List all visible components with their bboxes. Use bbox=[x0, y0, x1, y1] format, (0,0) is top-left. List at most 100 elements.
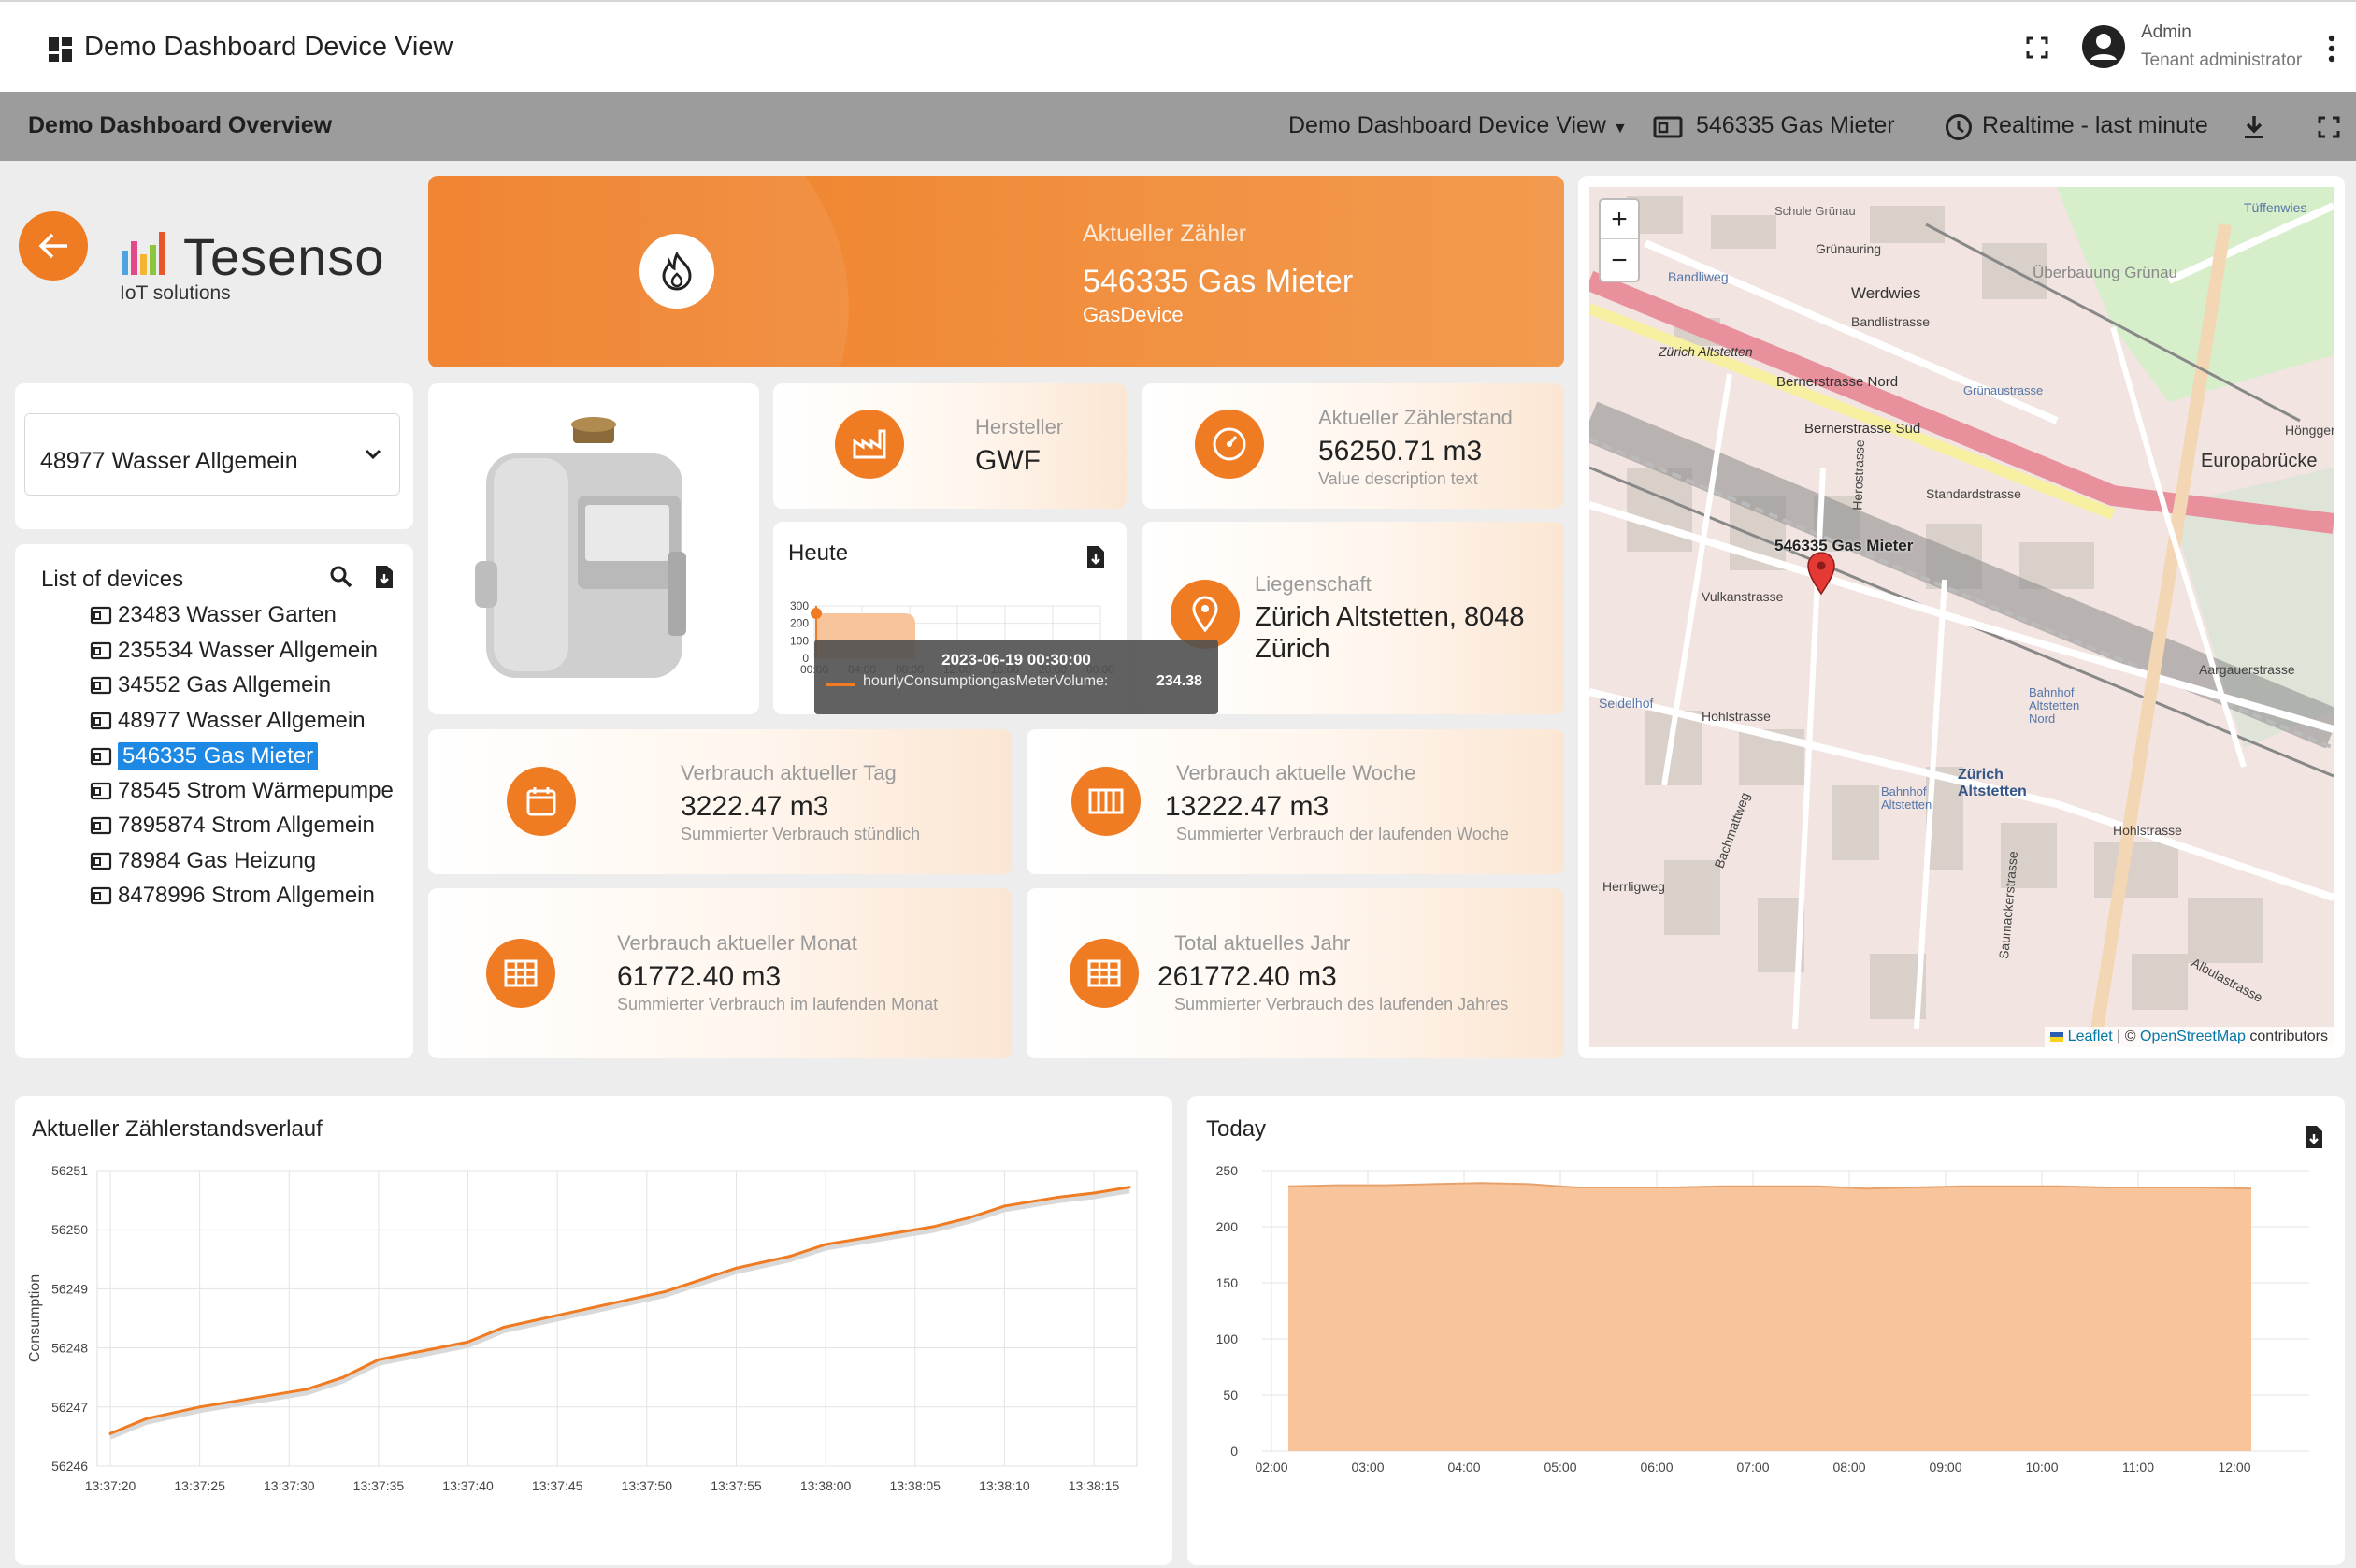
y-tick-label: 150 bbox=[1216, 1275, 1239, 1290]
export-today-icon[interactable] bbox=[2304, 1124, 2324, 1150]
search-icon[interactable] bbox=[329, 565, 353, 589]
device-icon bbox=[90, 747, 112, 766]
x-tick-label: 13:37:55 bbox=[711, 1478, 762, 1493]
device-icon bbox=[90, 782, 112, 799]
year-consumption-card: Total aktuelles Jahr 261772.40 m3 Summie… bbox=[1027, 888, 1564, 1058]
week-consumption-card: Verbrauch aktuelle Woche 13222.47 m3 Sum… bbox=[1027, 729, 1564, 874]
download-icon[interactable] bbox=[2242, 114, 2266, 140]
street-label: Standardstrasse bbox=[1926, 486, 2021, 501]
zoom-control: + − bbox=[1599, 198, 1640, 282]
week-view-icon bbox=[1071, 767, 1141, 836]
clock-icon bbox=[1946, 114, 1972, 140]
osm-link[interactable]: OpenStreetMap bbox=[2140, 1029, 2246, 1044]
series-line bbox=[109, 1186, 1130, 1435]
x-tick-label: 13:37:40 bbox=[442, 1478, 494, 1493]
device-list-item-label: 8478996 Strom Allgemein bbox=[118, 883, 375, 908]
today-area-chart[interactable]: 250 200 150 100 50 0 02:00 03:00 04:00 05:00 06:00… bbox=[1187, 1152, 2345, 1563]
device-list-item-label: 78545 Strom Wärmepumpe bbox=[118, 777, 394, 803]
device-list-item[interactable]: 78545 Strom Wärmepumpe bbox=[90, 778, 394, 804]
tooltip-legend-swatch bbox=[826, 683, 855, 686]
entity-alias[interactable]: 546335 Gas Mieter bbox=[1696, 112, 1895, 138]
export-icon[interactable] bbox=[374, 564, 395, 590]
device-list-item[interactable]: 48977 Wasser Allgemein bbox=[90, 708, 366, 734]
x-tick-label: 13:38:00 bbox=[800, 1478, 852, 1493]
device-select[interactable]: 48977 Wasser Allgemein bbox=[24, 413, 400, 496]
map-view[interactable]: 546335 Gas Mieter Bandliweg Schule Grüna… bbox=[1589, 187, 2334, 1047]
y-tick-label: 250 bbox=[1216, 1163, 1239, 1178]
hover-point bbox=[811, 608, 822, 619]
device-list-item[interactable]: 7895874 Strom Allgemein bbox=[90, 813, 375, 839]
map-card: 546335 Gas Mieter Bandliweg Schule Grüna… bbox=[1578, 176, 2345, 1058]
data-point bbox=[430, 1347, 434, 1351]
data-point bbox=[377, 1358, 381, 1361]
current-meter-name: 546335 Gas Mieter bbox=[1083, 264, 1354, 299]
more-vert-icon[interactable] bbox=[2326, 34, 2337, 64]
street-label: Tüffenwies bbox=[2244, 200, 2307, 215]
device-list-item[interactable]: 8478996 Strom Allgemein bbox=[90, 883, 375, 909]
data-point bbox=[467, 1340, 470, 1344]
x-tick-label: 13:37:20 bbox=[85, 1478, 136, 1493]
device-list-item-label: 34552 Gas Allgemein bbox=[118, 672, 332, 698]
day-consumption-sub: Summierter Verbrauch stündlich bbox=[681, 825, 921, 843]
series-area bbox=[1288, 1183, 2251, 1451]
year-grid-icon bbox=[1070, 939, 1139, 1008]
y-tick-label: 300 bbox=[790, 599, 809, 612]
gas-meter-image bbox=[475, 417, 686, 678]
y-tick-label: 56247 bbox=[51, 1400, 88, 1415]
zoom-out-button[interactable]: − bbox=[1611, 245, 1628, 276]
tesenso-logo: Tesenso IoT solutions bbox=[120, 223, 384, 316]
user-name: Admin bbox=[2141, 22, 2191, 42]
y-tick-label: 100 bbox=[790, 634, 809, 647]
state-select-value: Demo Dashboard Device View bbox=[1288, 112, 1606, 138]
street-label: Zürich Altstetten bbox=[1659, 344, 1753, 359]
data-point bbox=[305, 1388, 309, 1391]
device-list-item-label: 235534 Wasser Allgemein bbox=[118, 637, 378, 663]
x-tick-label: 05:00 bbox=[1544, 1460, 1576, 1474]
back-button[interactable] bbox=[19, 211, 88, 281]
device-icon bbox=[90, 712, 112, 729]
month-consumption-card: Verbrauch aktueller Monat 61772.40 m3 Su… bbox=[428, 888, 1012, 1058]
year-consumption-value: 261772.40 m3 bbox=[1157, 961, 1337, 992]
y-tick-label: 56246 bbox=[51, 1459, 88, 1474]
logo-tagline: IoT solutions bbox=[120, 282, 231, 304]
x-tick-label: 13:37:25 bbox=[174, 1478, 225, 1493]
data-point bbox=[877, 1234, 881, 1238]
export-mini-icon[interactable] bbox=[1085, 544, 1106, 570]
account-icon[interactable] bbox=[2081, 24, 2126, 69]
fullscreen-toolbar-icon[interactable] bbox=[2317, 115, 2341, 139]
device-icon bbox=[90, 676, 112, 695]
x-tick-label: 13:38:15 bbox=[1069, 1478, 1120, 1493]
fullscreen-icon[interactable] bbox=[2025, 36, 2049, 60]
state-select[interactable]: Demo Dashboard Device View ▼ bbox=[1288, 112, 1628, 139]
week-consumption-label: Verbrauch aktuelle Woche bbox=[1176, 761, 1416, 784]
leaflet-link[interactable]: Leaflet bbox=[2067, 1029, 2113, 1044]
device-list-item[interactable]: 23483 Wasser Garten bbox=[90, 602, 337, 628]
device-select-value: 48977 Wasser Allgemein bbox=[40, 448, 298, 474]
street-label: Bahnhof Altstetten Nord bbox=[2029, 685, 2080, 726]
timewindow-button[interactable]: Realtime - last minute bbox=[1982, 112, 2208, 138]
manufacturer-card: Hersteller GWF bbox=[773, 383, 1127, 509]
map-marker-icon[interactable] bbox=[1807, 552, 1835, 596]
location-icon bbox=[1171, 580, 1240, 649]
flame-icon bbox=[639, 234, 714, 309]
meter-reading-card: Aktueller Zählerstand 56250.71 m3 Value … bbox=[1142, 383, 1564, 509]
data-point bbox=[931, 1225, 935, 1229]
data-point bbox=[251, 1396, 255, 1400]
zoom-in-button[interactable]: + bbox=[1601, 200, 1638, 239]
week-consumption-value: 13222.47 m3 bbox=[1165, 791, 1329, 822]
tooltip-series: hourlyConsumptiongasMeterVolume: bbox=[863, 673, 1109, 689]
meter-history-chart[interactable]: 56251 56250 56249 56248 56247 56246 13:37:20 13… bbox=[15, 1152, 1172, 1563]
device-list-item-label: 78984 Gas Heizung bbox=[118, 847, 317, 873]
street-label: Bandlistrasse bbox=[1851, 314, 1931, 329]
device-list-item[interactable]: 78984 Gas Heizung bbox=[90, 848, 316, 874]
chevron-down-icon bbox=[365, 449, 381, 460]
street-label: Europabrücke bbox=[2201, 451, 2318, 471]
data-point bbox=[610, 1302, 613, 1305]
data-point bbox=[698, 1278, 702, 1282]
device-list-item[interactable]: 546335 Gas Mieter bbox=[90, 742, 319, 770]
day-consumption-value: 3222.47 m3 bbox=[681, 791, 829, 822]
data-point bbox=[967, 1216, 970, 1220]
y-tick-label: 56249 bbox=[51, 1281, 88, 1296]
device-list-item[interactable]: 235534 Wasser Allgemein bbox=[90, 638, 378, 664]
device-list-item[interactable]: 34552 Gas Allgemein bbox=[90, 672, 331, 698]
